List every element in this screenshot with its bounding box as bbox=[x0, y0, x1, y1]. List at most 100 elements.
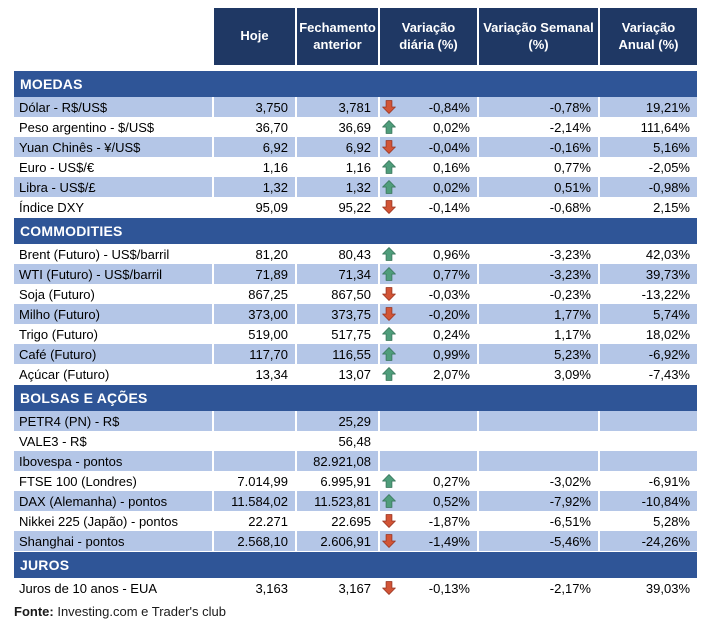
cell-hoje bbox=[212, 431, 295, 451]
cell-variacao-semanal bbox=[477, 451, 598, 471]
cell-fechamento-anterior: 71,34 bbox=[295, 264, 378, 284]
cell-label: Shanghai - pontos bbox=[14, 531, 212, 551]
cell-variacao-anual: -6,92% bbox=[598, 344, 697, 364]
cell-fechamento-anterior: 373,75 bbox=[295, 304, 378, 324]
up-arrow-icon bbox=[382, 160, 396, 174]
trend-arrow-slot bbox=[382, 327, 397, 342]
market-table: Hoje Fechamento anterior Variação diária… bbox=[14, 8, 697, 598]
daily-variation-value: -0,20% bbox=[428, 306, 470, 322]
daily-variation-value: 0,96% bbox=[433, 246, 470, 262]
cell-variacao-anual: 39,73% bbox=[598, 264, 697, 284]
cell-fechamento-anterior: 95,22 bbox=[295, 197, 378, 217]
cell-hoje: 1,32 bbox=[212, 177, 295, 197]
cell-hoje: 3,750 bbox=[212, 97, 295, 117]
cell-variacao-semanal: -2,17% bbox=[477, 578, 598, 598]
cell-label: Milho (Futuro) bbox=[14, 304, 212, 324]
header-gap bbox=[14, 65, 697, 70]
table-row: DAX (Alemanha) - pontos 11.584,02 11.523,8… bbox=[14, 491, 697, 511]
trend-arrow-slot bbox=[382, 180, 397, 195]
cell-variacao-diaria: 0,02% bbox=[378, 117, 477, 137]
cell-variacao-anual: -6,91% bbox=[598, 471, 697, 491]
cell-hoje: 22.271 bbox=[212, 511, 295, 531]
down-arrow-icon bbox=[382, 200, 396, 214]
daily-variation-value: 0,27% bbox=[433, 473, 470, 489]
cell-hoje: 373,00 bbox=[212, 304, 295, 324]
cell-variacao-anual bbox=[598, 431, 697, 451]
cell-variacao-diaria: -0,84% bbox=[378, 97, 477, 117]
down-arrow-icon bbox=[382, 581, 396, 595]
cell-variacao-semanal: -2,14% bbox=[477, 117, 598, 137]
cell-variacao-semanal: 5,23% bbox=[477, 344, 598, 364]
header-empty-cell bbox=[14, 8, 212, 65]
up-arrow-icon bbox=[382, 474, 396, 488]
cell-variacao-diaria: -0,04% bbox=[378, 137, 477, 157]
table-row: Juros de 10 anos - EUA 3,163 3,167 -0,13% -2… bbox=[14, 578, 697, 598]
cell-variacao-diaria: -0,03% bbox=[378, 284, 477, 304]
up-arrow-icon bbox=[382, 267, 396, 281]
up-arrow-icon bbox=[382, 327, 396, 341]
cell-label: PETR4 (PN) - R$ bbox=[14, 411, 212, 431]
table-row: Yuan Chinês - ¥/US$ 6,92 6,92 -0,04% -0,16% 5… bbox=[14, 137, 697, 157]
table-row: Milho (Futuro) 373,00 373,75 -0,20% 1,77% 5,7… bbox=[14, 304, 697, 324]
cell-label: Soja (Futuro) bbox=[14, 284, 212, 304]
column-header-variacao-anual: Variação Anual (%) bbox=[598, 8, 697, 65]
market-summary-sheet: Hoje Fechamento anterior Variação diária… bbox=[0, 8, 704, 629]
cell-label: DAX (Alemanha) - pontos bbox=[14, 491, 212, 511]
cell-label: WTI (Futuro) - US$/barril bbox=[14, 264, 212, 284]
cell-fechamento-anterior: 56,48 bbox=[295, 431, 378, 451]
cell-variacao-diaria bbox=[378, 451, 477, 471]
cell-variacao-diaria: -0,14% bbox=[378, 197, 477, 217]
cell-fechamento-anterior: 2.606,91 bbox=[295, 531, 378, 551]
cell-variacao-semanal: -7,92% bbox=[477, 491, 598, 511]
daily-variation-value: 0,16% bbox=[433, 159, 470, 175]
cell-hoje bbox=[212, 411, 295, 431]
down-arrow-icon bbox=[382, 100, 396, 114]
daily-variation-value: -0,03% bbox=[428, 286, 470, 302]
trend-arrow-slot bbox=[382, 474, 397, 489]
column-header-hoje: Hoje bbox=[212, 8, 295, 65]
cell-label: Brent (Futuro) - US$/barril bbox=[14, 244, 212, 264]
cell-label: Juros de 10 anos - EUA bbox=[14, 578, 212, 598]
cell-hoje: 81,20 bbox=[212, 244, 295, 264]
trend-arrow-slot bbox=[382, 200, 397, 215]
cell-variacao-semanal: 1,77% bbox=[477, 304, 598, 324]
cell-variacao-anual: 5,28% bbox=[598, 511, 697, 531]
daily-variation-value: 0,02% bbox=[433, 179, 470, 195]
up-arrow-icon bbox=[382, 347, 396, 361]
cell-fechamento-anterior: 517,75 bbox=[295, 324, 378, 344]
source-text: Investing.com e Trader's club bbox=[53, 604, 227, 619]
table-row: Shanghai - pontos 2.568,10 2.606,91 -1,49% -… bbox=[14, 531, 697, 551]
down-arrow-icon bbox=[382, 307, 396, 321]
cell-variacao-anual bbox=[598, 411, 697, 431]
cell-variacao-semanal: 0,77% bbox=[477, 157, 598, 177]
cell-label: Índice DXY bbox=[14, 197, 212, 217]
cell-variacao-anual: -7,43% bbox=[598, 364, 697, 384]
cell-label: Café (Futuro) bbox=[14, 344, 212, 364]
cell-variacao-anual: 19,21% bbox=[598, 97, 697, 117]
table-row: Dólar - R$/US$ 3,750 3,781 -0,84% -0,78% 19,2… bbox=[14, 97, 697, 117]
cell-label: Yuan Chinês - ¥/US$ bbox=[14, 137, 212, 157]
table-row: WTI (Futuro) - US$/barril 71,89 71,34 0,77%… bbox=[14, 264, 697, 284]
cell-variacao-semanal bbox=[477, 431, 598, 451]
cell-fechamento-anterior: 36,69 bbox=[295, 117, 378, 137]
cell-variacao-semanal: -0,68% bbox=[477, 197, 598, 217]
cell-hoje: 95,09 bbox=[212, 197, 295, 217]
cell-label: Ibovespa - pontos bbox=[14, 451, 212, 471]
cell-label: Libra - US$/£ bbox=[14, 177, 212, 197]
trend-arrow-slot bbox=[382, 347, 397, 362]
cell-variacao-semanal: -6,51% bbox=[477, 511, 598, 531]
up-arrow-icon bbox=[382, 120, 396, 134]
cell-hoje: 117,70 bbox=[212, 344, 295, 364]
cell-variacao-semanal: -0,23% bbox=[477, 284, 598, 304]
table-row: Libra - US$/£ 1,32 1,32 0,02% 0,51% -0,98% bbox=[14, 177, 697, 197]
cell-fechamento-anterior: 11.523,81 bbox=[295, 491, 378, 511]
cell-variacao-diaria bbox=[378, 431, 477, 451]
daily-variation-value: 0,52% bbox=[433, 493, 470, 509]
cell-fechamento-anterior: 1,32 bbox=[295, 177, 378, 197]
cell-variacao-diaria: 0,99% bbox=[378, 344, 477, 364]
table-body: MOEDAS Dólar - R$/US$ 3,750 3,781 -0,84% -0,7… bbox=[14, 71, 697, 598]
table-row: VALE3 - R$ 56,48 bbox=[14, 431, 697, 451]
cell-fechamento-anterior: 6,92 bbox=[295, 137, 378, 157]
table-row: PETR4 (PN) - R$ 25,29 bbox=[14, 411, 697, 431]
daily-variation-value: 0,77% bbox=[433, 266, 470, 282]
